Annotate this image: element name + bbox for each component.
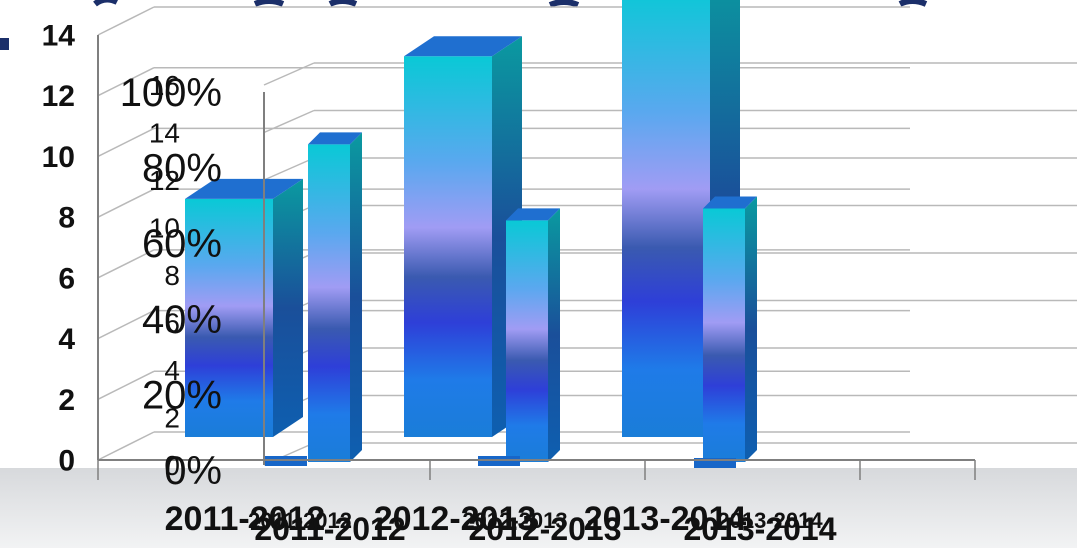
y-tick-label-secondary: 16 bbox=[149, 70, 180, 101]
bar-top bbox=[404, 36, 522, 57]
bar-series1-2012-2013 bbox=[404, 36, 522, 437]
y-tick-label-secondary: 14 bbox=[149, 117, 180, 148]
x-category-label-small: 2013-2014 bbox=[717, 508, 823, 533]
x-category-label-small: 2011-2012 bbox=[248, 508, 352, 533]
y-tick-label: 10 bbox=[42, 141, 75, 174]
x-category-label-small: 2012-2013 bbox=[462, 508, 567, 533]
bar-side bbox=[350, 132, 362, 462]
y-tick-label-secondary: 8 bbox=[164, 260, 180, 291]
bar-side bbox=[548, 208, 560, 462]
bar-front bbox=[185, 198, 273, 437]
x-category-label-secondary: 2012-2013 bbox=[468, 511, 621, 547]
y-tick-label: 12 bbox=[42, 80, 75, 113]
gridline-depth bbox=[97, 370, 155, 400]
gridline-depth bbox=[97, 127, 155, 158]
bar-front bbox=[506, 220, 548, 462]
bar-series2-2011-2012 bbox=[308, 132, 362, 462]
y-tick-label-secondary: 2 bbox=[164, 402, 180, 433]
bar-front bbox=[404, 56, 492, 437]
y-tick-label-secondary: 4 bbox=[164, 355, 180, 386]
y-tick-label-percent: 20% bbox=[142, 373, 222, 417]
bar-side bbox=[745, 196, 757, 462]
gridline-depth bbox=[263, 109, 315, 134]
y-tick-label-percent: 80% bbox=[142, 147, 222, 191]
y-tick-label-secondary: 12 bbox=[149, 165, 180, 196]
bar-series2-2012-2013 bbox=[506, 208, 560, 462]
bar-series2-2013-2014 bbox=[703, 196, 757, 462]
y-tick-label-percent: 40% bbox=[142, 298, 222, 342]
bar-front bbox=[703, 208, 745, 462]
gridline-depth bbox=[97, 67, 155, 97]
y-tick-label-secondary: 10 bbox=[149, 212, 180, 243]
gridline-depth bbox=[97, 431, 155, 461]
header-bullet bbox=[0, 38, 9, 50]
y-tick-label: 6 bbox=[58, 262, 75, 295]
bar-top bbox=[185, 178, 303, 199]
y-tick-label: 14 bbox=[42, 20, 76, 53]
y-tick-label: 4 bbox=[58, 323, 75, 356]
bar-top bbox=[506, 208, 560, 221]
x-category-label: 2013-2014 bbox=[584, 500, 747, 538]
gridline-depth bbox=[97, 6, 155, 36]
bar-top bbox=[703, 196, 757, 209]
gridline-depth bbox=[97, 309, 155, 340]
gridline-depth bbox=[263, 62, 315, 86]
header-remnant bbox=[93, 0, 928, 8]
bar-front bbox=[622, 0, 710, 438]
y-tick-label-percent: 60% bbox=[142, 222, 222, 266]
tick-labels: 0 2 4 6 8 10 12 14 0 2 4 6 8 10 12 14 16 0% 20% 40% 60% 80% 10… bbox=[42, 20, 222, 494]
y-tick-label-secondary: 0 bbox=[164, 450, 180, 481]
y-tick-label-percent: 0% bbox=[164, 449, 222, 493]
bars bbox=[185, 0, 757, 468]
bar-base bbox=[694, 458, 736, 468]
y-tick-label: 2 bbox=[58, 384, 75, 417]
bar-front bbox=[308, 144, 350, 462]
x-category-label: 2012-2013 bbox=[374, 500, 537, 538]
y-tick-label-secondary: 6 bbox=[164, 307, 180, 338]
y-tick-label-percent: 100% bbox=[120, 71, 222, 115]
bar-side bbox=[273, 178, 303, 437]
y-tick-label: 0 bbox=[58, 445, 75, 478]
y-tick-label: 8 bbox=[58, 202, 75, 235]
x-category-label-secondary: 2013-2014 bbox=[683, 511, 836, 547]
x-category-label: 2011-2012 bbox=[165, 500, 326, 538]
gridline-depth bbox=[263, 157, 315, 181]
bar-top bbox=[308, 132, 362, 145]
gridline-depth bbox=[97, 249, 155, 279]
bar-series1-2011-2012 bbox=[185, 178, 303, 437]
x-category-label-secondary: 2011-2012 bbox=[254, 511, 405, 547]
bottom-band bbox=[0, 468, 1077, 548]
axes bbox=[97, 35, 976, 480]
gridline-depth bbox=[97, 188, 155, 218]
